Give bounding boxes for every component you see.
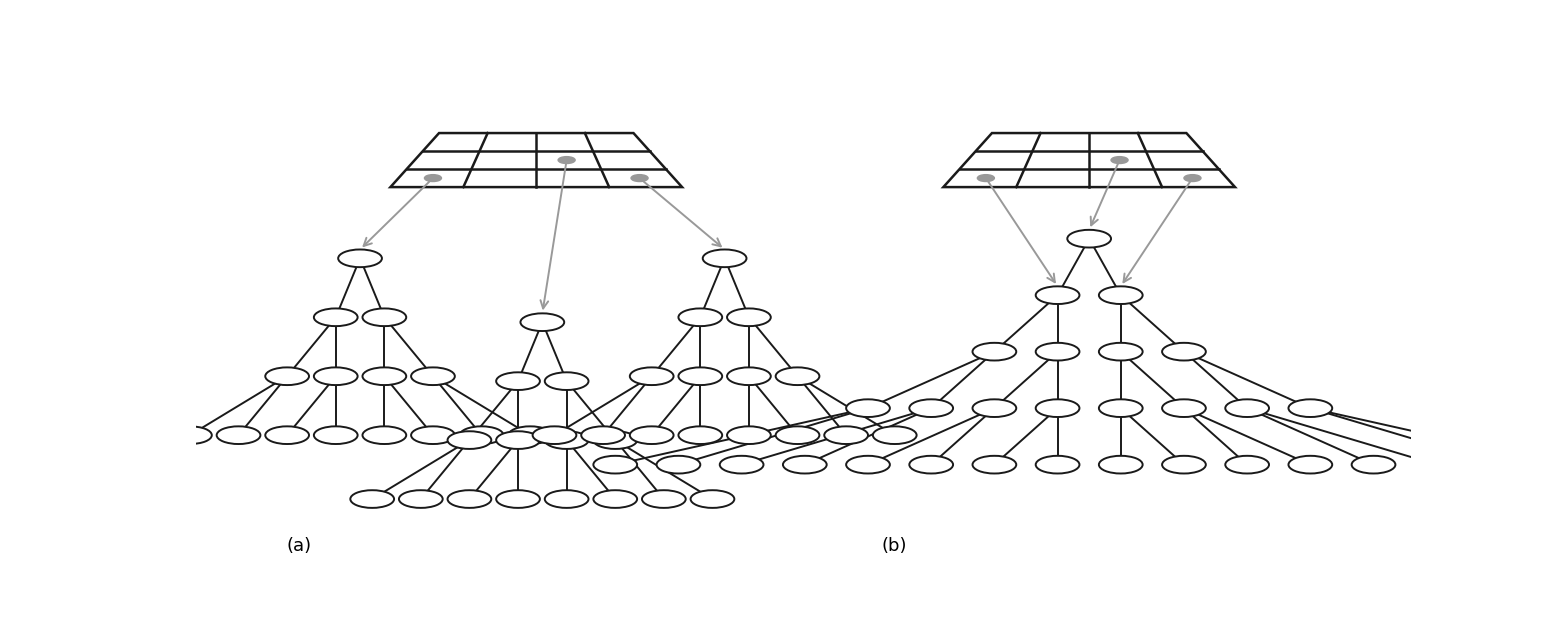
Circle shape xyxy=(1479,456,1523,473)
Circle shape xyxy=(1541,456,1568,473)
Circle shape xyxy=(1099,286,1143,304)
Circle shape xyxy=(593,431,637,449)
Circle shape xyxy=(544,373,588,390)
Circle shape xyxy=(425,175,442,182)
Circle shape xyxy=(1162,456,1206,473)
Circle shape xyxy=(411,367,455,385)
Circle shape xyxy=(582,426,626,444)
Circle shape xyxy=(679,308,723,326)
Circle shape xyxy=(972,343,1016,360)
Circle shape xyxy=(495,373,539,390)
Circle shape xyxy=(1036,399,1079,417)
Circle shape xyxy=(909,456,953,473)
Circle shape xyxy=(1184,175,1201,182)
Circle shape xyxy=(776,426,820,444)
Circle shape xyxy=(728,426,771,444)
Circle shape xyxy=(314,426,358,444)
Circle shape xyxy=(657,456,701,473)
Circle shape xyxy=(314,308,358,326)
Circle shape xyxy=(630,367,674,385)
Circle shape xyxy=(1099,456,1143,473)
Circle shape xyxy=(495,431,539,449)
Circle shape xyxy=(1162,343,1206,360)
Circle shape xyxy=(339,249,383,267)
Circle shape xyxy=(362,367,406,385)
Circle shape xyxy=(521,313,564,331)
Circle shape xyxy=(544,490,588,508)
Circle shape xyxy=(362,426,406,444)
Circle shape xyxy=(362,308,406,326)
Circle shape xyxy=(1068,230,1112,248)
Circle shape xyxy=(447,431,491,449)
Circle shape xyxy=(873,426,917,444)
Circle shape xyxy=(1162,399,1206,417)
Circle shape xyxy=(776,367,820,385)
Circle shape xyxy=(972,456,1016,473)
Circle shape xyxy=(1289,399,1333,417)
Circle shape xyxy=(1225,399,1269,417)
Circle shape xyxy=(447,490,491,508)
Circle shape xyxy=(1099,399,1143,417)
Circle shape xyxy=(972,399,1016,417)
Circle shape xyxy=(690,490,734,508)
Text: (a): (a) xyxy=(287,537,312,554)
Circle shape xyxy=(411,426,455,444)
Circle shape xyxy=(630,175,648,182)
Text: (b): (b) xyxy=(881,537,908,554)
Circle shape xyxy=(847,399,891,417)
Circle shape xyxy=(558,157,575,163)
Circle shape xyxy=(1352,456,1396,473)
Circle shape xyxy=(350,490,394,508)
Circle shape xyxy=(909,399,953,417)
Circle shape xyxy=(533,426,577,444)
Circle shape xyxy=(1289,456,1333,473)
Circle shape xyxy=(544,431,588,449)
Circle shape xyxy=(495,490,539,508)
Circle shape xyxy=(679,426,723,444)
Circle shape xyxy=(825,426,869,444)
Circle shape xyxy=(1414,456,1458,473)
Circle shape xyxy=(265,367,309,385)
Circle shape xyxy=(398,490,442,508)
Circle shape xyxy=(1036,343,1079,360)
Circle shape xyxy=(641,490,685,508)
Circle shape xyxy=(459,426,503,444)
Circle shape xyxy=(728,367,771,385)
Circle shape xyxy=(847,456,891,473)
Circle shape xyxy=(314,367,358,385)
Circle shape xyxy=(508,426,552,444)
Circle shape xyxy=(1099,343,1143,360)
Circle shape xyxy=(977,175,994,182)
Circle shape xyxy=(593,456,637,473)
Circle shape xyxy=(1036,456,1079,473)
Circle shape xyxy=(702,249,746,267)
Circle shape xyxy=(593,490,637,508)
Circle shape xyxy=(1112,157,1127,163)
Circle shape xyxy=(216,426,260,444)
Circle shape xyxy=(679,367,723,385)
Circle shape xyxy=(1036,286,1079,304)
Circle shape xyxy=(630,426,674,444)
Circle shape xyxy=(728,308,771,326)
Circle shape xyxy=(168,426,212,444)
Circle shape xyxy=(1225,456,1269,473)
Circle shape xyxy=(782,456,826,473)
Circle shape xyxy=(720,456,764,473)
Circle shape xyxy=(265,426,309,444)
